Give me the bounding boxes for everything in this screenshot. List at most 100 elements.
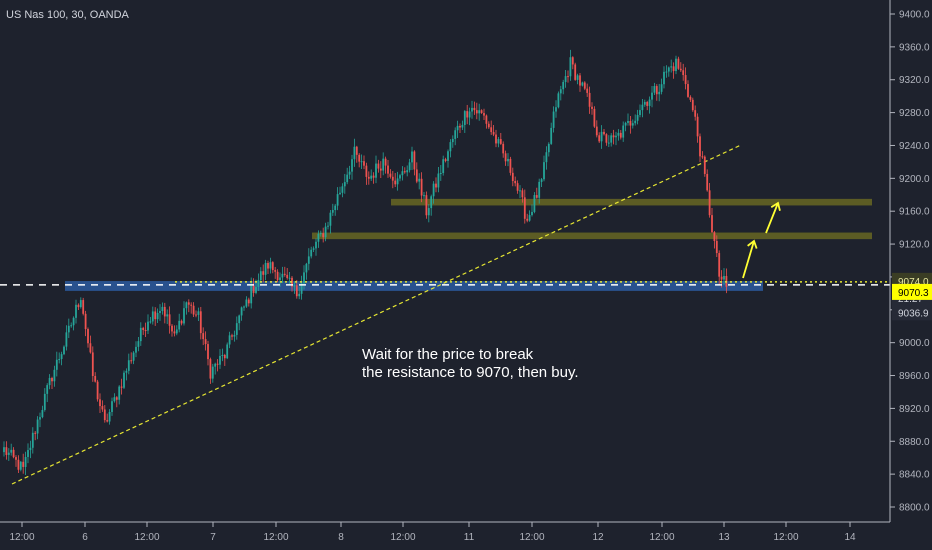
candle-body bbox=[430, 196, 433, 209]
candle-body bbox=[15, 457, 17, 460]
candle-body bbox=[327, 225, 329, 227]
candle bbox=[346, 167, 349, 185]
candle bbox=[694, 105, 697, 121]
candle-body bbox=[228, 335, 231, 345]
candle-body bbox=[543, 162, 545, 180]
candle bbox=[89, 335, 92, 354]
candle-body bbox=[324, 226, 327, 238]
candle bbox=[53, 365, 56, 387]
candle bbox=[163, 302, 166, 324]
candle bbox=[526, 213, 529, 223]
candle bbox=[233, 330, 236, 342]
candle bbox=[245, 296, 248, 308]
candle bbox=[612, 129, 615, 145]
time-tick-label: 12 bbox=[592, 532, 604, 543]
candle bbox=[389, 169, 392, 179]
candle bbox=[629, 116, 632, 134]
candle bbox=[327, 221, 329, 230]
candle bbox=[113, 393, 116, 403]
candle bbox=[207, 340, 209, 366]
price-tick-label: 9360.0 bbox=[899, 42, 930, 53]
breakout-arrow-shaft bbox=[742, 240, 755, 279]
candle bbox=[415, 162, 418, 184]
candle-body bbox=[439, 173, 442, 175]
candle-body bbox=[641, 104, 644, 111]
candle bbox=[154, 307, 157, 326]
candle-body bbox=[617, 132, 620, 136]
target-arrow bbox=[765, 201, 781, 234]
candle-body bbox=[384, 158, 387, 166]
candle-body bbox=[348, 171, 351, 175]
candle-body bbox=[658, 91, 661, 95]
candle bbox=[627, 113, 629, 126]
candle bbox=[183, 301, 185, 326]
candle bbox=[487, 121, 490, 129]
candle-body bbox=[691, 99, 694, 111]
breakout-arrow bbox=[742, 239, 758, 279]
candle-body bbox=[468, 111, 471, 118]
candle-body bbox=[22, 461, 25, 467]
candle bbox=[185, 301, 188, 315]
candle-body bbox=[418, 178, 421, 182]
candle-body bbox=[615, 135, 617, 138]
candle bbox=[555, 100, 557, 118]
candle-body bbox=[574, 64, 577, 80]
candle bbox=[418, 173, 421, 190]
candle-body bbox=[3, 447, 5, 453]
rising-trendline bbox=[11, 144, 741, 485]
candle-body bbox=[115, 397, 118, 400]
candle bbox=[375, 155, 377, 184]
candle-body bbox=[276, 271, 279, 281]
candle bbox=[463, 110, 466, 133]
candle-body bbox=[108, 411, 111, 422]
candle-body bbox=[382, 158, 385, 171]
last-price-label: 9070.3 bbox=[892, 283, 932, 300]
candle bbox=[641, 98, 644, 118]
candle-body bbox=[310, 249, 313, 257]
candle bbox=[204, 331, 207, 351]
candle bbox=[51, 376, 53, 389]
candle-body bbox=[175, 329, 178, 334]
candle-body bbox=[667, 67, 670, 72]
candle-body bbox=[406, 170, 409, 173]
candle-body bbox=[672, 66, 675, 72]
candle bbox=[521, 188, 524, 203]
candle-body bbox=[583, 82, 586, 89]
candle bbox=[171, 323, 173, 337]
candle-body bbox=[504, 153, 507, 162]
candle bbox=[46, 383, 49, 403]
candle bbox=[31, 427, 34, 454]
candle-body bbox=[87, 329, 89, 344]
candle bbox=[358, 153, 361, 168]
candle-body bbox=[77, 304, 80, 308]
candle-body bbox=[127, 360, 130, 371]
candle bbox=[439, 165, 442, 181]
candle bbox=[257, 273, 260, 292]
candle-body bbox=[12, 449, 15, 458]
candle-body bbox=[238, 315, 241, 324]
candle-body bbox=[679, 68, 682, 71]
candle bbox=[111, 397, 113, 416]
candle bbox=[411, 146, 413, 170]
candle bbox=[240, 306, 243, 321]
candle-body bbox=[31, 432, 34, 448]
candle bbox=[399, 173, 401, 182]
time-tick-label: 12:00 bbox=[649, 532, 674, 543]
candle bbox=[365, 162, 368, 185]
candle bbox=[307, 248, 310, 271]
candle bbox=[679, 62, 682, 73]
candle-body bbox=[473, 107, 476, 111]
candle-body bbox=[451, 138, 454, 143]
candle bbox=[367, 171, 370, 185]
candle bbox=[348, 165, 351, 179]
candle bbox=[502, 141, 505, 158]
candle bbox=[175, 325, 178, 336]
price-tick-label: 9240.0 bbox=[899, 141, 930, 152]
candle-body bbox=[415, 169, 418, 182]
candle bbox=[696, 113, 699, 143]
candle bbox=[562, 79, 565, 95]
candle bbox=[447, 149, 449, 168]
candle bbox=[715, 235, 718, 257]
